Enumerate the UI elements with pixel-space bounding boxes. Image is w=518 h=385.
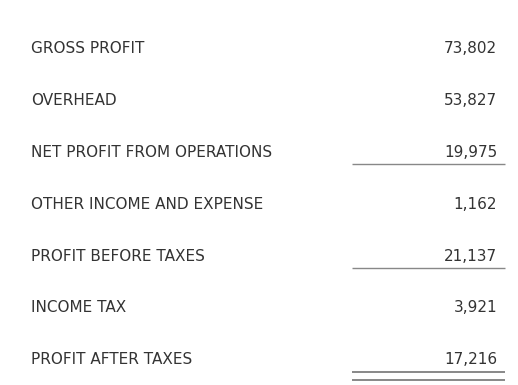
Text: 73,802: 73,802 <box>444 41 497 55</box>
Text: PROFIT BEFORE TAXES: PROFIT BEFORE TAXES <box>31 249 205 263</box>
Text: 21,137: 21,137 <box>444 249 497 263</box>
Text: 53,827: 53,827 <box>444 93 497 107</box>
Text: GROSS PROFIT: GROSS PROFIT <box>31 41 145 55</box>
Text: OVERHEAD: OVERHEAD <box>31 93 117 107</box>
Text: 3,921: 3,921 <box>454 301 497 315</box>
Text: OTHER INCOME AND EXPENSE: OTHER INCOME AND EXPENSE <box>31 197 263 211</box>
Text: PROFIT AFTER TAXES: PROFIT AFTER TAXES <box>31 353 192 367</box>
Text: INCOME TAX: INCOME TAX <box>31 301 126 315</box>
Text: NET PROFIT FROM OPERATIONS: NET PROFIT FROM OPERATIONS <box>31 145 272 159</box>
Text: 19,975: 19,975 <box>444 145 497 159</box>
Text: 17,216: 17,216 <box>444 353 497 367</box>
Text: 1,162: 1,162 <box>454 197 497 211</box>
